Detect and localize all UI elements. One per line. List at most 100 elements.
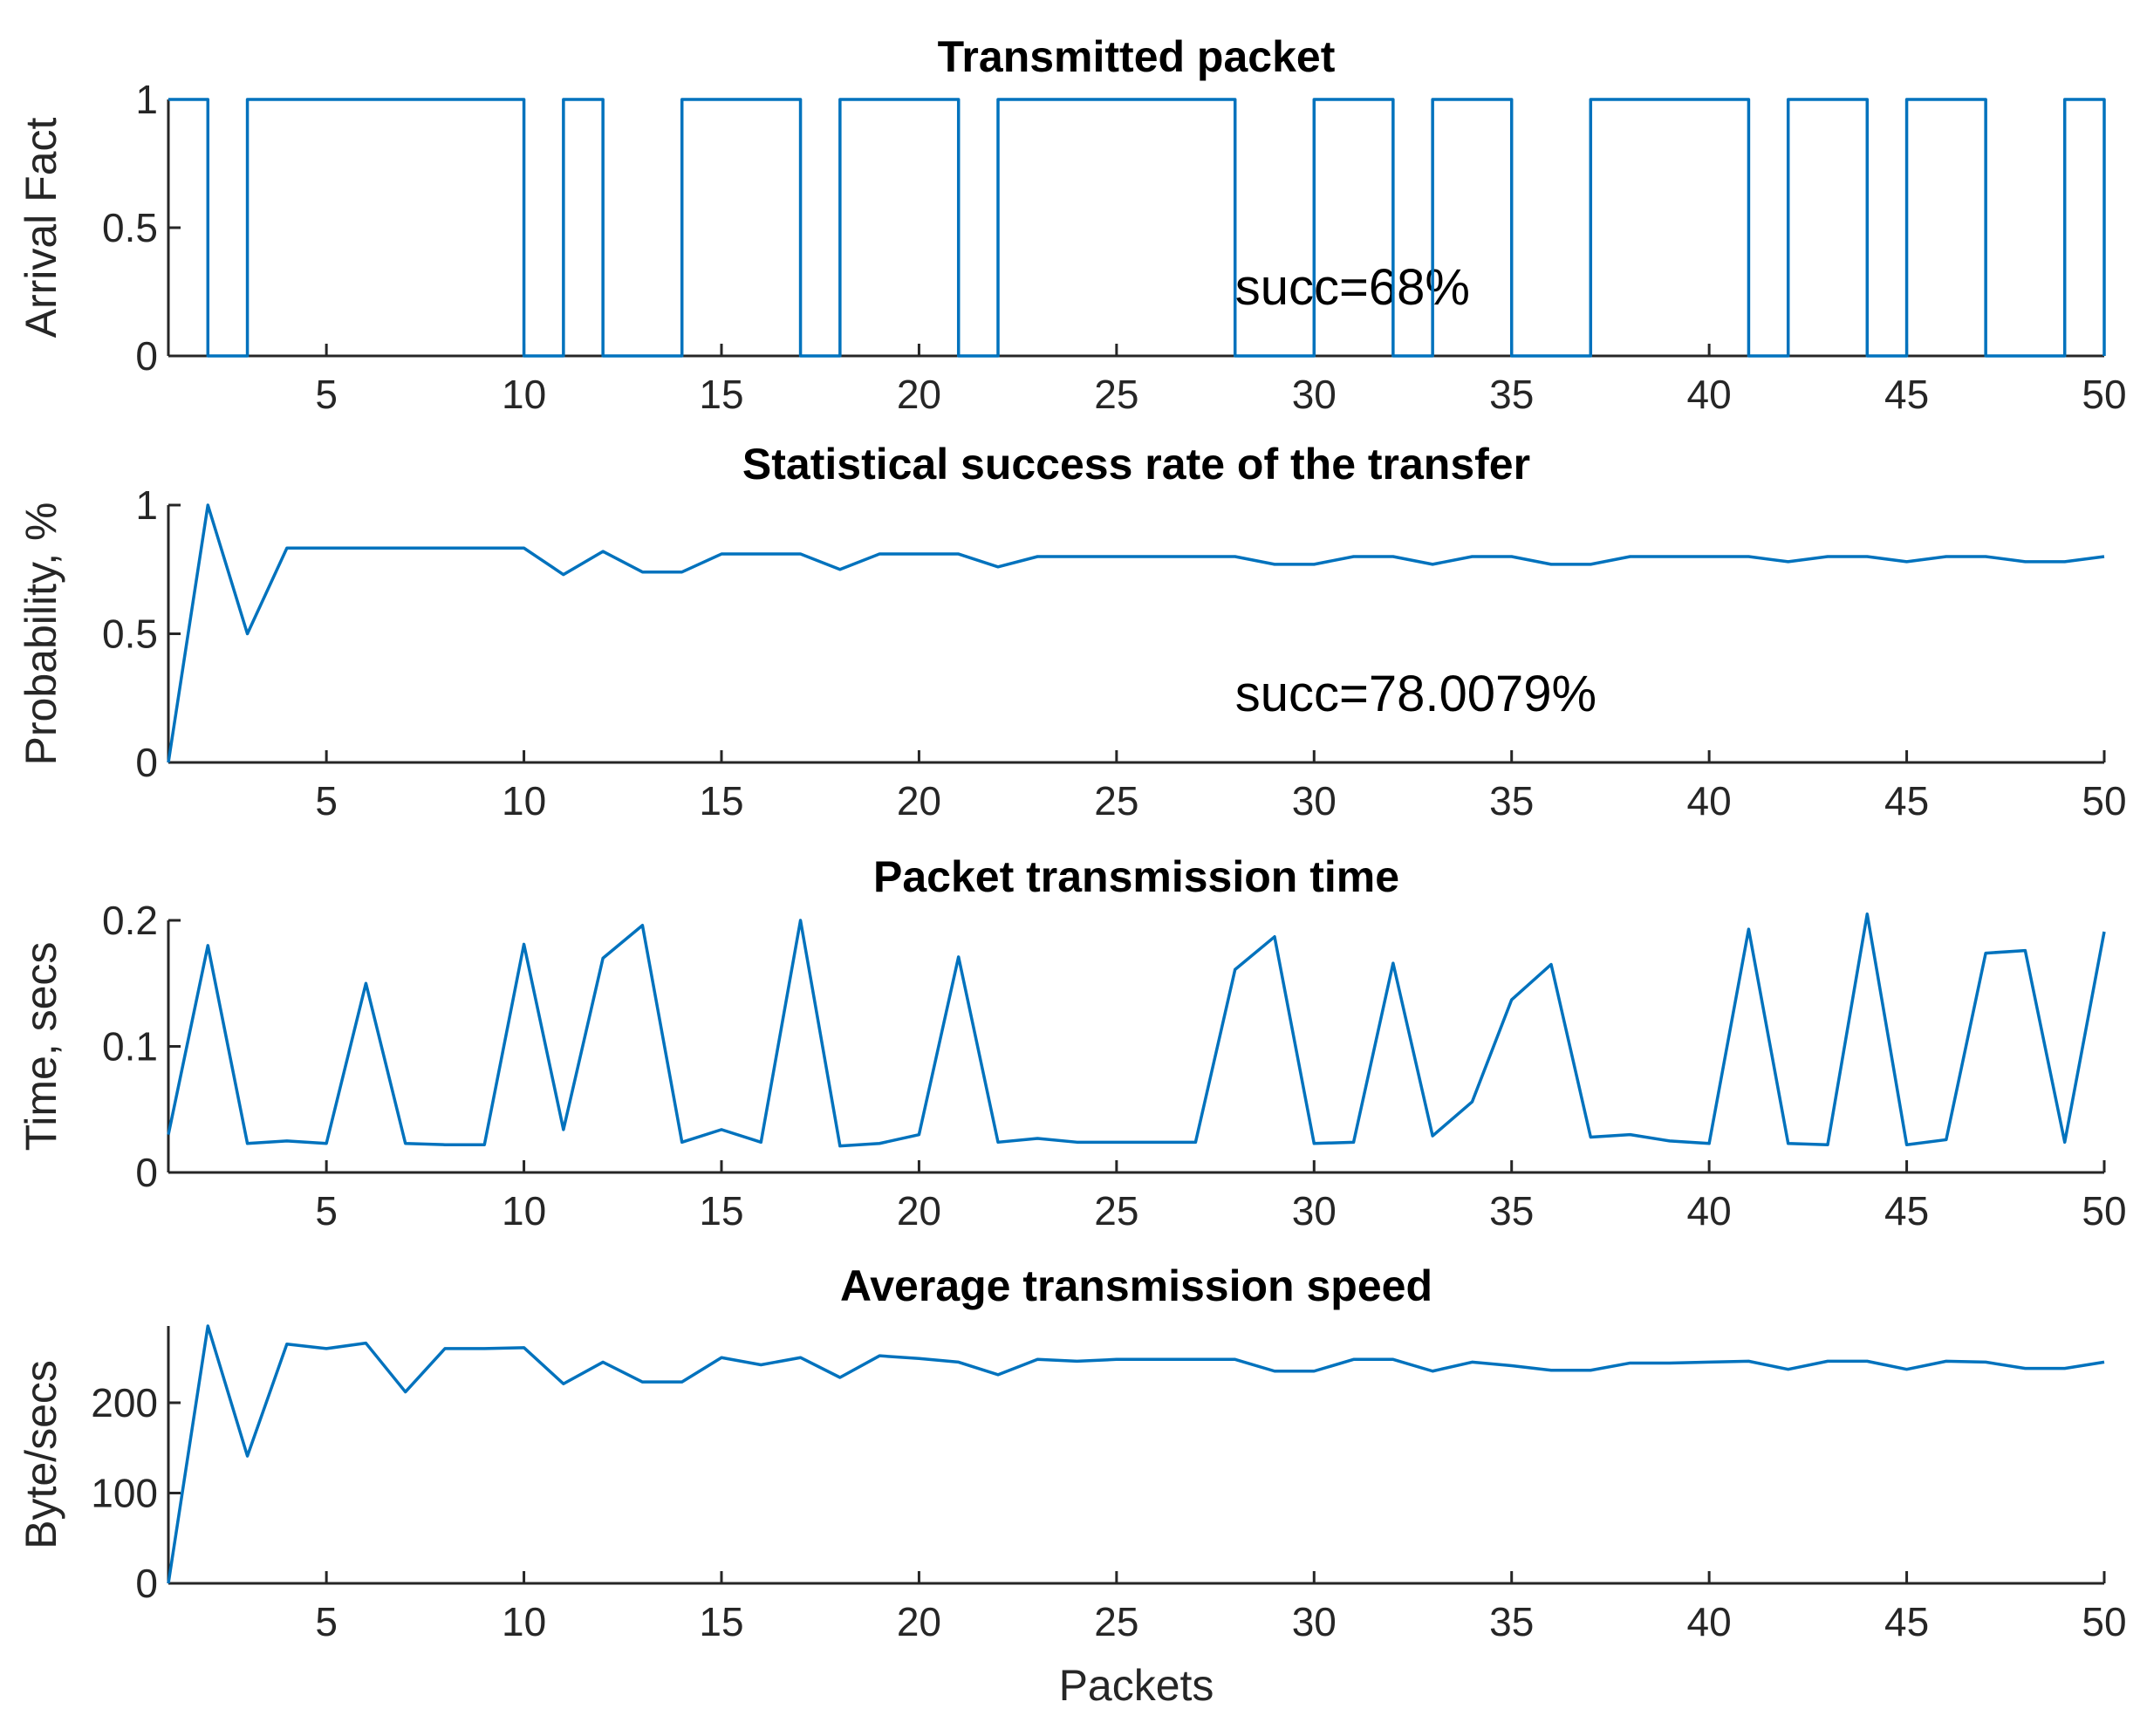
x-tick-label: 15: [699, 1599, 743, 1644]
data-point: [1036, 556, 1039, 558]
data-point: [1510, 1364, 1513, 1367]
data-point: [1471, 1101, 1473, 1104]
data-point: [997, 565, 1000, 568]
data-point: [325, 547, 328, 550]
data-point: [325, 1142, 328, 1145]
data-point: [1194, 1141, 1197, 1144]
x-tick-label: 15: [699, 372, 743, 417]
data-point: [2024, 560, 2027, 563]
data-point: [1352, 99, 1355, 101]
data-point: [365, 547, 367, 550]
x-tick-label: 20: [897, 1599, 941, 1644]
x-tick-label: 45: [1884, 1599, 1929, 1644]
data-point: [1985, 1361, 1987, 1364]
y-tick-label: 0: [135, 333, 158, 379]
data-point: [246, 1142, 249, 1145]
y-axis-label: Probability, %: [17, 502, 65, 766]
data-point: [207, 1325, 209, 1328]
data-point: [1945, 1360, 1947, 1363]
data-point: [207, 504, 209, 507]
x-tick-label: 10: [502, 778, 546, 824]
data-point: [483, 547, 486, 550]
data-point: [1866, 1360, 1869, 1363]
data-point: [1194, 99, 1197, 101]
data-point: [957, 955, 960, 958]
x-tick-label: 40: [1687, 1599, 1732, 1644]
data-point: [1550, 355, 1553, 358]
y-tick-label: 0: [135, 740, 158, 785]
data-point: [562, 99, 564, 101]
data-point: [1945, 1138, 1947, 1141]
plot-area: 5 10 15 20 25 30 35 40 45 50 0 0.1 0.2: [102, 898, 2127, 1234]
data-point: [1590, 99, 1592, 101]
data-point: [2103, 556, 2106, 558]
data-point: [365, 1342, 367, 1344]
data-point: [918, 1357, 920, 1360]
data-point: [602, 550, 605, 553]
x-tick-label: 5: [315, 1188, 338, 1234]
data-point: [444, 99, 447, 101]
data-point: [404, 1142, 407, 1145]
x-tick-label: 20: [897, 372, 941, 417]
x-tick-label: 40: [1687, 778, 1732, 824]
data-point: [721, 1357, 723, 1359]
data-point: [760, 99, 762, 101]
data-point: [285, 1343, 288, 1345]
data-point: [1234, 1358, 1236, 1361]
data-point: [1905, 99, 1908, 101]
data-point: [957, 1361, 960, 1364]
data-point: [1391, 355, 1394, 358]
data-point: [1668, 1362, 1671, 1364]
data-point: [879, 553, 881, 556]
success-annotation: succ=78.0079%: [1235, 666, 1596, 722]
data-point: [957, 553, 960, 556]
data-point: [1945, 99, 1947, 101]
x-tick-label: 10: [502, 1188, 546, 1234]
data-point: [1550, 1369, 1553, 1371]
data-point: [2063, 1141, 2066, 1144]
plot-area: 5 10 15 20 25 30 35 40 45 50 0 0.5 1: [102, 77, 2127, 417]
data-point: [1629, 1133, 1631, 1136]
data-point: [1234, 355, 1236, 358]
data-point: [1155, 99, 1158, 101]
data-point: [1629, 1362, 1631, 1364]
data-point: [168, 1582, 170, 1585]
data-point: [1352, 1358, 1355, 1361]
data-point: [444, 1144, 447, 1146]
data-point: [1708, 99, 1711, 101]
data-point: [1747, 556, 1750, 558]
data-point: [1391, 556, 1394, 558]
data-point: [1234, 556, 1236, 558]
x-tick-label: 35: [1489, 1188, 1534, 1234]
data-point: [1747, 355, 1750, 358]
data-point: [879, 1355, 881, 1357]
data-point: [1432, 99, 1434, 101]
y-axis-label: Arrival Fact: [17, 117, 65, 338]
series-line: [167, 912, 2106, 1148]
data-point: [957, 355, 960, 358]
data-point: [641, 571, 644, 573]
data-point: [1708, 1142, 1711, 1145]
data-point: [997, 99, 1000, 101]
data-point: [1115, 1141, 1118, 1144]
x-tick-label: 25: [1094, 1599, 1138, 1644]
data-point: [1432, 563, 1434, 565]
data-point: [1194, 1358, 1197, 1361]
data-point: [1866, 556, 1869, 558]
y-tick-label: 0.1: [102, 1024, 158, 1070]
data-point: [1708, 556, 1711, 558]
data-point: [799, 355, 802, 358]
data-point: [285, 99, 288, 101]
data-point: [879, 1142, 881, 1145]
y-tick-label: 0: [135, 1150, 158, 1195]
data-point: [641, 355, 644, 358]
x-tick-label: 15: [699, 1188, 743, 1234]
data-point: [1115, 1358, 1118, 1361]
data-point: [2024, 949, 2027, 952]
data-point: [523, 355, 525, 358]
series-line: [167, 1324, 2105, 1584]
data-point: [1471, 99, 1473, 101]
data-point: [1747, 928, 1750, 931]
data-point: [2103, 931, 2106, 933]
